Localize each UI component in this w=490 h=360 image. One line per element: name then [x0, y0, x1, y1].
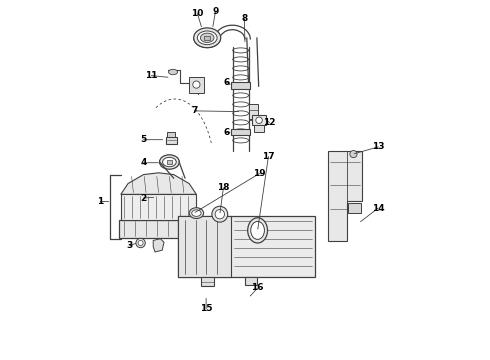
Bar — [248, 104, 258, 119]
Bar — [166, 137, 176, 144]
Text: 9: 9 — [212, 7, 219, 16]
Bar — [245, 277, 257, 285]
Text: 10: 10 — [191, 9, 204, 18]
Bar — [348, 202, 361, 213]
Bar — [201, 277, 215, 286]
Text: 6: 6 — [223, 128, 229, 137]
Circle shape — [350, 150, 357, 158]
Ellipse shape — [160, 155, 179, 169]
Text: 8: 8 — [241, 14, 247, 23]
Ellipse shape — [200, 33, 214, 42]
Ellipse shape — [251, 221, 265, 239]
Circle shape — [212, 206, 228, 222]
Text: 15: 15 — [200, 304, 212, 313]
Bar — [178, 216, 315, 277]
Ellipse shape — [163, 157, 176, 167]
Text: 19: 19 — [253, 169, 266, 178]
Circle shape — [193, 81, 200, 88]
Text: 16: 16 — [251, 284, 264, 292]
Polygon shape — [121, 173, 196, 194]
Polygon shape — [328, 151, 362, 241]
Circle shape — [256, 117, 262, 123]
Bar — [167, 132, 175, 137]
Ellipse shape — [189, 208, 204, 219]
Text: 2: 2 — [140, 194, 147, 202]
Circle shape — [138, 240, 143, 246]
Text: 13: 13 — [372, 142, 385, 151]
Ellipse shape — [194, 28, 220, 48]
Polygon shape — [153, 239, 164, 252]
Text: 4: 4 — [140, 158, 147, 167]
Text: 6: 6 — [223, 77, 229, 86]
Text: 5: 5 — [140, 135, 147, 144]
Bar — [189, 77, 204, 93]
Bar — [178, 216, 231, 277]
Text: 12: 12 — [263, 118, 276, 127]
Text: 7: 7 — [192, 107, 198, 115]
Bar — [231, 82, 250, 89]
Text: 11: 11 — [145, 71, 158, 80]
Text: 17: 17 — [262, 152, 275, 161]
Bar — [167, 160, 172, 164]
Ellipse shape — [192, 210, 201, 216]
Bar — [254, 125, 264, 132]
Text: 3: 3 — [127, 241, 133, 250]
Text: 18: 18 — [217, 184, 230, 192]
Bar — [121, 194, 196, 220]
Circle shape — [215, 210, 224, 219]
Text: 14: 14 — [372, 203, 385, 212]
Text: 1: 1 — [97, 197, 103, 206]
Ellipse shape — [197, 31, 217, 45]
Circle shape — [136, 238, 145, 248]
Ellipse shape — [169, 69, 177, 75]
Ellipse shape — [248, 218, 268, 243]
Bar — [119, 220, 198, 238]
Bar — [204, 36, 210, 40]
Bar — [231, 129, 250, 135]
Bar — [252, 115, 266, 125]
